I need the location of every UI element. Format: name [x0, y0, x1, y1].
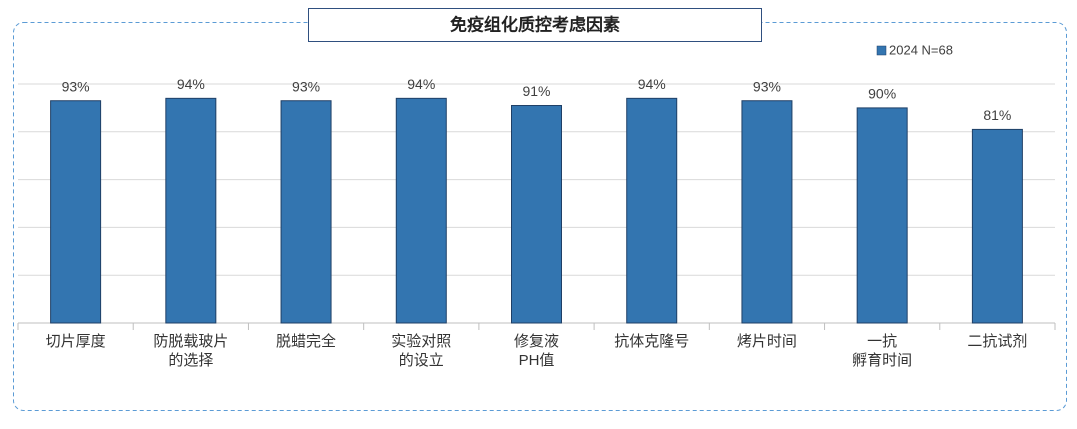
legend-label: 2024 N=68 — [889, 42, 953, 57]
x-tick-label: 的设立 — [399, 352, 444, 369]
x-tick-label: 脱蜡完全 — [276, 332, 336, 350]
bar — [50, 100, 102, 324]
bar — [280, 100, 332, 324]
x-tick-label: 防脱载玻片 — [153, 333, 228, 350]
bar — [165, 97, 217, 324]
x-tick-label: 一抗 — [867, 333, 897, 350]
bar — [626, 97, 678, 324]
data-label: 81% — [983, 107, 1011, 123]
legend-swatch — [876, 45, 887, 56]
x-tick-label: 烤片时间 — [737, 333, 797, 350]
bar — [741, 100, 793, 324]
data-label: 93% — [62, 78, 90, 94]
chart-frame — [13, 22, 1067, 411]
bar — [511, 105, 562, 324]
title-box — [308, 8, 762, 42]
x-tick-label: 孵育时间 — [852, 352, 912, 369]
data-label: 94% — [407, 76, 435, 92]
data-label: 94% — [638, 76, 666, 92]
bar — [856, 107, 908, 324]
x-tick-label: 的选择 — [168, 352, 213, 369]
x-tick-label: PH值 — [519, 352, 555, 369]
x-tick-label: 二抗试剂 — [967, 333, 1027, 350]
x-tick-label: 切片厚度 — [46, 333, 106, 350]
x-tick-label: 修复液 — [514, 332, 559, 350]
x-tick-label: 抗体克隆号 — [614, 333, 689, 350]
data-label: 91% — [522, 83, 550, 99]
data-label: 90% — [868, 86, 896, 102]
bar — [971, 128, 1023, 324]
data-label: 94% — [177, 76, 205, 92]
data-label: 93% — [292, 78, 320, 94]
bar — [395, 97, 447, 324]
chart-title: 免疫组化质控考虑因素 — [450, 14, 620, 34]
data-label: 93% — [753, 78, 781, 94]
x-tick-label: 实验对照 — [391, 333, 451, 350]
